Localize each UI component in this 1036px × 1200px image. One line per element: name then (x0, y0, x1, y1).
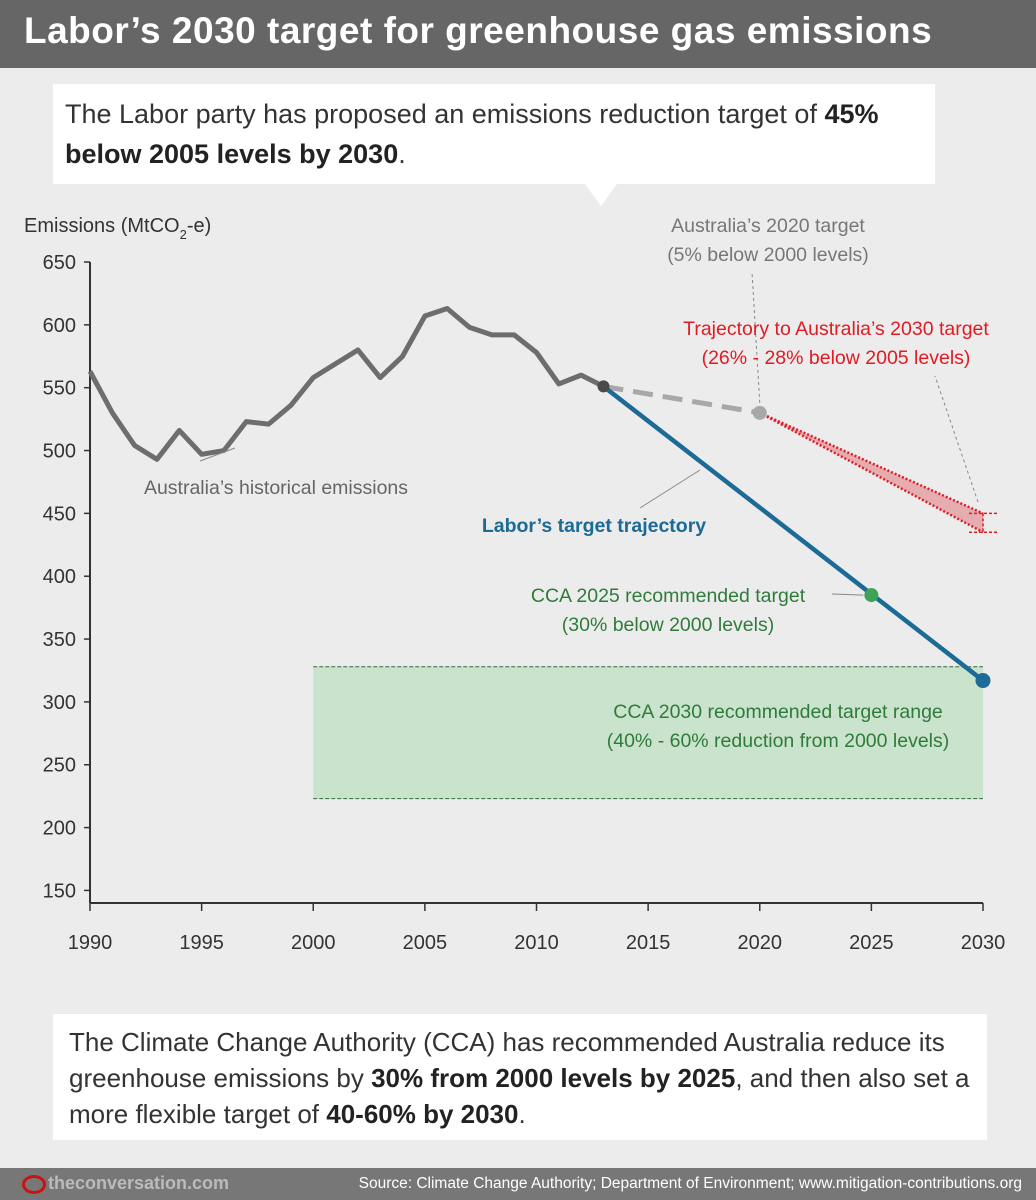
trajectory-2030-leader (934, 375, 979, 503)
y-tick-label: 450 (43, 503, 76, 525)
y-tick-label: 600 (43, 315, 76, 337)
page-title: Labor’s 2030 target for greenhouse gas e… (24, 10, 933, 51)
x-tick-label: 2010 (514, 932, 559, 954)
historical-leader (199, 447, 236, 462)
label-cca-2030-line1: CCA 2030 recommended target range (613, 701, 943, 723)
historical-emissions-line (87, 306, 605, 462)
y-tick-label: 550 (43, 378, 76, 400)
start-2013-point (597, 380, 610, 393)
labor-2030-point (975, 673, 991, 689)
x-tick-label: 2000 (291, 932, 336, 954)
label-historical-emissions: Australia’s historical emissions (144, 477, 408, 499)
y-tick-label: 200 (43, 818, 76, 840)
header-bar: Labor’s 2030 target for greenhouse gas e… (0, 0, 1036, 68)
emissions-chart: Emissions (MtCO2-e) 150 200 250 300 350 400 45… (24, 215, 1006, 954)
intro-callout: The Labor party has proposed an emission… (53, 84, 935, 184)
target-2020-line (603, 383, 761, 416)
y-tick-label: 500 (43, 441, 76, 463)
x-tick-label: 2015 (626, 932, 671, 954)
x-tick-label: 1990 (68, 932, 113, 954)
target-2020-point (752, 405, 767, 420)
intro-text: The Labor party has proposed an emission… (65, 94, 925, 174)
footer-source: Source: Climate Change Authority; Depart… (358, 1175, 1022, 1192)
y-tick-label: 400 (43, 566, 76, 588)
y-tick-label: 300 (43, 692, 76, 714)
intro-text-pre: The Labor party has proposed an emission… (65, 99, 825, 129)
label-cca-2030-line2: (40% - 60% reduction from 2000 levels) (607, 730, 950, 752)
summary-bold1: 30% from 2000 levels by 2025 (371, 1063, 736, 1093)
intro-text-bold: 45% below 2005 levels by 2030 (65, 99, 879, 169)
footer-logo-text: theconversation.com (48, 1173, 230, 1193)
target-2020-leader (751, 271, 761, 403)
intro-text-post: . (398, 139, 406, 169)
x-tick-label: 2030 (961, 932, 1006, 954)
cca-2030-range-band (313, 666, 983, 799)
summary-text: The Climate Change Authority (CCA) has r… (69, 1024, 979, 1132)
label-trajectory-2030-line2: (26% - 28% below 2005 levels) (702, 347, 971, 369)
x-tick-label: 1995 (179, 932, 224, 954)
x-tick-label: 2025 (849, 932, 894, 954)
y-tick-label: 150 (43, 880, 76, 902)
label-cca-2025-line1: CCA 2025 recommended target (531, 585, 806, 607)
cca-2025-point (864, 588, 879, 603)
y-tick-label: 250 (43, 755, 76, 777)
labor-leader (639, 469, 701, 509)
summary-part1: The Climate Change Authority (CCA) has r… (69, 1027, 945, 1093)
x-tick-label: 2020 (738, 932, 783, 954)
labor-trajectory-line (602, 384, 985, 683)
summary-part2: , and then also set a more flexible targ… (69, 1063, 970, 1129)
summary-part3: . (518, 1099, 526, 1129)
conversation-logo-icon (22, 1175, 46, 1194)
cca-2025-leader (831, 593, 864, 596)
footer-bar: theconversation.com Source: Climate Chan… (0, 1168, 1036, 1200)
y-tick-label: 350 (43, 629, 76, 651)
x-tick-label: 2005 (403, 932, 448, 954)
label-target-2020-line1: Australia’s 2020 target (671, 215, 865, 237)
summary-box: The Climate Change Authority (CCA) has r… (53, 1014, 987, 1140)
callout-pointer (585, 184, 617, 206)
y-tick-label: 650 (43, 252, 76, 274)
summary-bold2: 40-60% by 2030 (326, 1099, 519, 1129)
label-cca-2025-line2: (30% below 2000 levels) (562, 614, 774, 636)
label-trajectory-2030-line1: Trajectory to Australia’s 2030 target (683, 318, 989, 340)
label-labor-trajectory: Labor’s target trajectory (482, 515, 706, 537)
label-target-2020-line2: (5% below 2000 levels) (667, 244, 869, 266)
y-axis-label: Emissions (MtCO2-e) (24, 215, 211, 242)
trajectory-2030-upper (759, 411, 984, 515)
